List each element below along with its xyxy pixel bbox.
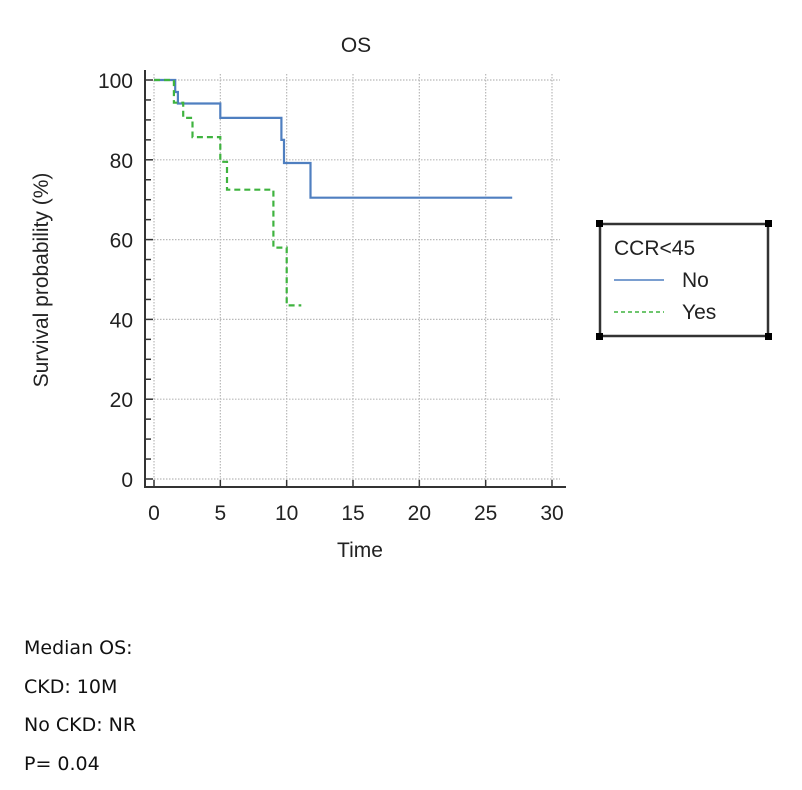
notes-ckd: CKD: 10M [24,675,118,698]
survival-curves [154,78,513,307]
y-axis-label: Survival probability (%) [30,173,53,388]
legend-handle[interactable] [596,220,603,227]
curve-no [154,78,513,199]
chart-title: OS [341,34,371,57]
km-chart: 0 5 10 15 20 25 30 0 20 40 60 80 100 OS Time Surviva… [30,34,772,562]
y-tick-label: 80 [110,150,133,173]
x-tick-label: 25 [474,502,497,525]
legend-label-yes: Yes [682,301,716,324]
y-tick-label: 40 [110,309,133,332]
notes-p-value: P= 0.04 [24,752,100,775]
x-tick-label: 20 [408,502,431,525]
curve-yes [154,78,302,307]
y-tick-label: 100 [98,70,133,93]
axes: 0 5 10 15 20 25 30 0 20 40 60 80 100 [98,70,566,525]
notes-no-ckd: No CKD: NR [24,714,137,736]
x-tick-label: 10 [275,502,298,525]
y-tick-label: 0 [121,469,133,492]
x-axis-label: Time [337,539,383,562]
grid [148,74,560,483]
legend-handle[interactable] [765,333,772,340]
legend-title: CCR<45 [614,237,695,260]
legend-handle[interactable] [765,220,772,227]
x-tick-label: 5 [214,502,226,525]
y-tick-label: 20 [110,389,133,412]
x-tick-label: 15 [341,502,364,525]
median-os-notes: Median OS: CKD: 10M No CKD: NR P= 0.04 [24,636,136,790]
x-tick-label: 0 [148,502,160,525]
legend-label-no: No [682,269,709,292]
x-tick-label: 30 [540,502,563,525]
notes-heading: Median OS: [24,637,133,659]
legend-handle[interactable] [596,333,603,340]
y-tick-label: 60 [110,230,133,253]
legend: CCR<45 No Yes [596,220,772,340]
